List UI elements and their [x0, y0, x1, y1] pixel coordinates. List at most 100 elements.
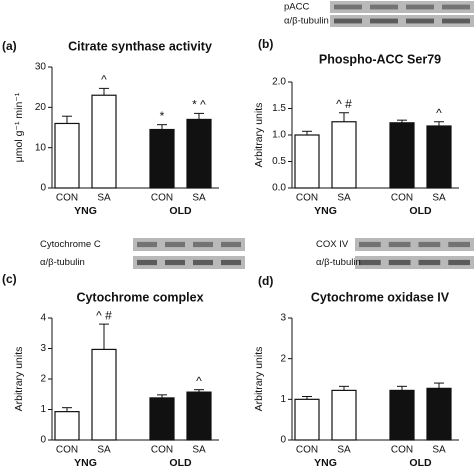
- bar: [294, 398, 320, 441]
- x-tick-label: CON: [151, 445, 173, 456]
- y-tick-label: 1: [280, 394, 286, 405]
- chart-title: Citrate synthase activity: [68, 39, 212, 53]
- bar: [426, 387, 452, 441]
- bar: [186, 391, 212, 441]
- blot-band: [448, 259, 470, 266]
- bar: [331, 121, 357, 189]
- blot-strip: [355, 256, 474, 269]
- bar: [149, 128, 175, 189]
- blot-band: [418, 259, 441, 266]
- blot-band: [221, 241, 241, 248]
- panel-label: (b): [258, 37, 273, 51]
- chart-title: Cytochrome complex: [76, 290, 203, 304]
- annotation: ^: [436, 106, 442, 120]
- x-tick-label: CON: [56, 193, 78, 204]
- bar: [91, 348, 117, 441]
- y-tick-label: 0: [40, 183, 46, 194]
- bar: [54, 122, 80, 189]
- blot-band: [359, 241, 381, 248]
- group-label: OLD: [409, 457, 432, 469]
- bar: [426, 125, 452, 189]
- y-tick-label: 2: [40, 374, 46, 385]
- blot-label: α/β-tubulin: [284, 16, 329, 27]
- blot-band: [448, 241, 470, 248]
- panel-label: (c): [2, 272, 17, 286]
- y-tick-label: 2.0: [272, 77, 286, 88]
- x-tick-label: CON: [151, 193, 173, 204]
- x-tick-label: SA: [192, 445, 206, 456]
- annotation: * ^: [192, 98, 206, 112]
- blot-band: [388, 259, 411, 266]
- blot-band: [370, 18, 398, 24]
- blot-strip: [330, 15, 474, 27]
- x-tick-label: SA: [337, 193, 351, 204]
- group-label: YNG: [74, 457, 97, 469]
- annotation: ^: [101, 73, 107, 87]
- bar: [389, 122, 415, 189]
- group-label: YNG: [74, 205, 97, 217]
- blot-band: [137, 259, 157, 266]
- x-tick-label: SA: [192, 193, 206, 204]
- y-axis-label: Arbitrary units: [253, 103, 265, 168]
- annotation: ^ #: [336, 97, 352, 111]
- y-tick-label: 20: [35, 102, 47, 113]
- blot-band: [137, 241, 157, 248]
- blot-band: [418, 241, 441, 248]
- blot-label: α/β-tubulin: [40, 257, 85, 268]
- blot-band: [406, 18, 434, 24]
- group-label: OLD: [169, 457, 192, 469]
- x-tick-label: CON: [391, 193, 413, 204]
- blot-strip: [355, 238, 474, 251]
- group-label: YNG: [314, 205, 337, 217]
- blot-strip: [133, 238, 245, 251]
- y-axis-label: Arbitrary units: [13, 347, 25, 412]
- blot-label: COX IV: [316, 239, 349, 250]
- blot-band: [165, 241, 185, 248]
- bar: [54, 411, 80, 441]
- annotation: ^: [196, 374, 202, 388]
- blot-band: [165, 259, 185, 266]
- y-tick-label: 4: [40, 313, 46, 324]
- bar: [91, 94, 117, 189]
- panel-label: (a): [2, 39, 17, 53]
- bar: [389, 389, 415, 441]
- blot-band: [370, 4, 398, 10]
- y-tick-label: 30: [35, 62, 47, 73]
- annotation: ^ #: [96, 308, 112, 322]
- blot-band: [442, 18, 470, 24]
- y-tick-label: 0: [40, 435, 46, 446]
- x-tick-label: CON: [296, 193, 318, 204]
- x-tick-label: SA: [337, 445, 351, 456]
- bar: [186, 118, 212, 189]
- blot-label: pACC: [284, 2, 309, 13]
- x-tick-label: SA: [432, 193, 446, 204]
- blot-band: [406, 4, 434, 10]
- x-tick-label: CON: [391, 445, 413, 456]
- y-tick-label: 1: [40, 404, 46, 415]
- y-axis-label: μmol g⁻¹ min⁻¹: [13, 92, 25, 162]
- blot-band: [334, 4, 362, 10]
- x-tick-label: SA: [97, 193, 111, 204]
- chart-title: Cytochrome oxidase IV: [311, 290, 450, 304]
- blot-strip: [133, 256, 245, 269]
- y-tick-label: 1.5: [272, 103, 286, 114]
- y-tick-label: 1.0: [272, 130, 286, 141]
- annotation: *: [160, 109, 165, 123]
- blot-band: [442, 4, 470, 10]
- group-label: OLD: [409, 205, 432, 217]
- x-tick-label: CON: [56, 445, 78, 456]
- y-tick-label: 0.0: [272, 183, 286, 194]
- bar: [149, 397, 175, 441]
- blot-label: α/β-tubulin: [316, 257, 361, 268]
- group-label: OLD: [169, 205, 192, 217]
- bar: [331, 389, 357, 441]
- bar: [294, 134, 320, 189]
- blot-band: [193, 259, 213, 266]
- y-tick-label: 3: [280, 313, 286, 324]
- x-tick-label: CON: [296, 445, 318, 456]
- y-axis-label: Arbitrary units: [253, 347, 265, 412]
- blot-band: [359, 259, 381, 266]
- x-tick-label: SA: [97, 445, 111, 456]
- y-tick-label: 10: [35, 142, 47, 153]
- blot-band: [388, 241, 411, 248]
